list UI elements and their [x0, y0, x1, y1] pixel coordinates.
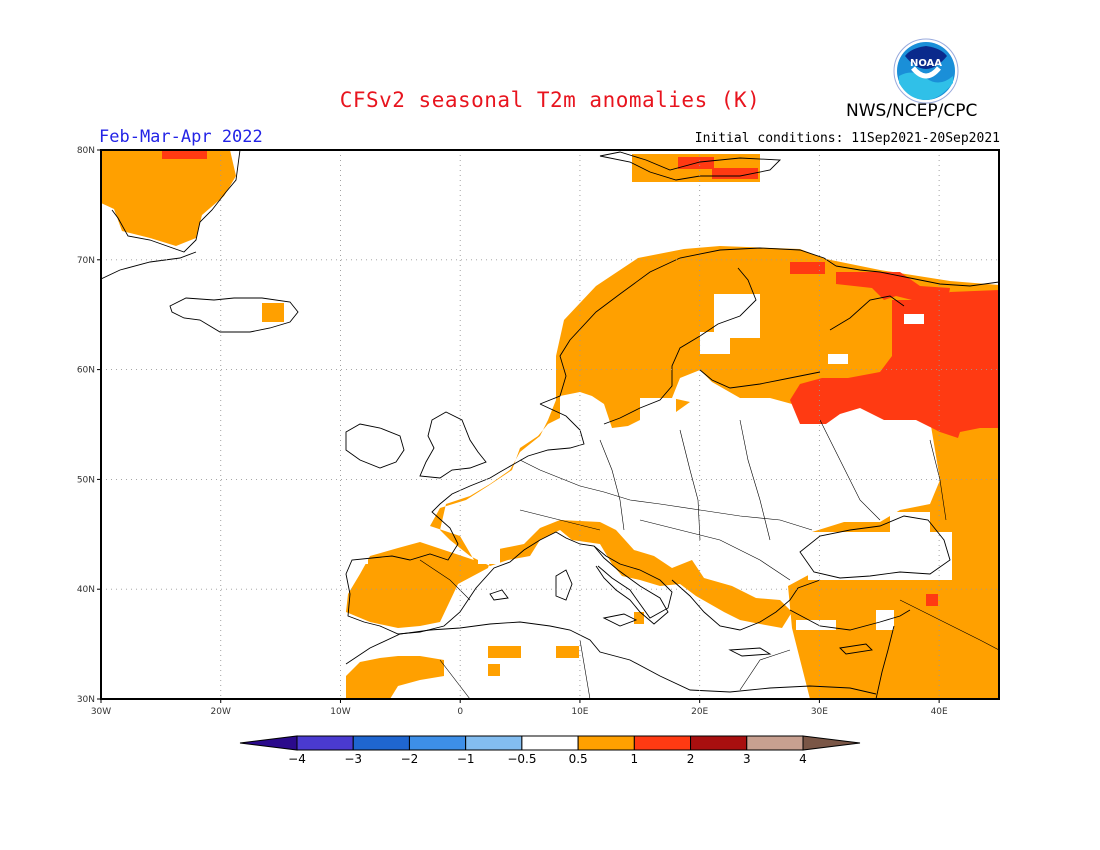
colorbar-arrow-high	[802, 735, 861, 751]
lon-tick-label: 30E	[811, 707, 828, 717]
colorbar-swatch	[633, 735, 692, 751]
colorbar-label: −4	[288, 752, 306, 766]
lon-tick-label: 20W	[211, 707, 231, 717]
initial-conditions: Initial conditions: 11Sep2021-20Sep2021	[694, 131, 1000, 146]
colorbar-label: 2	[687, 752, 695, 766]
lat-tick-label: 50N	[77, 475, 95, 485]
colorbar-arrow-low	[239, 735, 298, 751]
lon-tick-label: 10W	[330, 707, 350, 717]
colorbar-swatch	[296, 735, 354, 751]
colorbar-label: 4	[799, 752, 807, 766]
colorbar-swatch	[465, 735, 523, 751]
colorbar	[239, 735, 861, 751]
colorbar-swatch	[577, 735, 635, 751]
forecast-period: Feb-Mar-Apr 2022	[99, 127, 263, 147]
longitude-labels: 30W 20W 10W 0 10E 20E 30E 40E	[91, 699, 948, 717]
agency-label: NWS/NCEP/CPC	[846, 101, 978, 121]
country-borders	[419, 419, 999, 699]
lon-tick-label: 30W	[91, 707, 111, 717]
colorbar-label: 3	[743, 752, 751, 766]
colorbar-swatch	[521, 735, 579, 751]
colorbar-label: −0.5	[507, 752, 536, 766]
colorbar-label: −2	[401, 752, 419, 766]
anomaly-shading	[101, 150, 999, 699]
lat-tick-label: 70N	[77, 256, 95, 266]
lon-tick-label: 40E	[931, 707, 948, 717]
lat-tick-label: 80N	[77, 146, 95, 156]
colorbar-swatch	[408, 735, 467, 751]
colorbar-swatch	[746, 735, 804, 751]
colorbar-label: −3	[344, 752, 362, 766]
coastlines	[101, 150, 999, 699]
colorbar-label: 0.5	[569, 752, 588, 766]
colorbar-swatch	[352, 735, 410, 751]
colorbar-label: 1	[631, 752, 639, 766]
colorbar-label: −1	[457, 752, 475, 766]
lat-tick-label: 30N	[77, 695, 95, 705]
svg-text:NOAA: NOAA	[910, 58, 942, 69]
lat-tick-label: 60N	[77, 366, 95, 376]
colorbar-labels: −4 −3 −2 −1 −0.5 0.5 1 2 3 4	[288, 752, 807, 766]
lat-tick-label: 40N	[77, 585, 95, 595]
map-title: CFSv2 seasonal T2m anomalies (K)	[339, 88, 761, 112]
colorbar-swatch	[690, 735, 748, 751]
lon-tick-label: 20E	[691, 707, 708, 717]
latitude-labels: 80N 70N 60N 50N 40N 30N	[77, 146, 101, 705]
noaa-logo-icon: NOAA	[893, 38, 959, 104]
lon-tick-label: 10E	[571, 707, 588, 717]
lon-tick-label: 0	[457, 707, 463, 717]
map-frame	[100, 149, 1000, 700]
